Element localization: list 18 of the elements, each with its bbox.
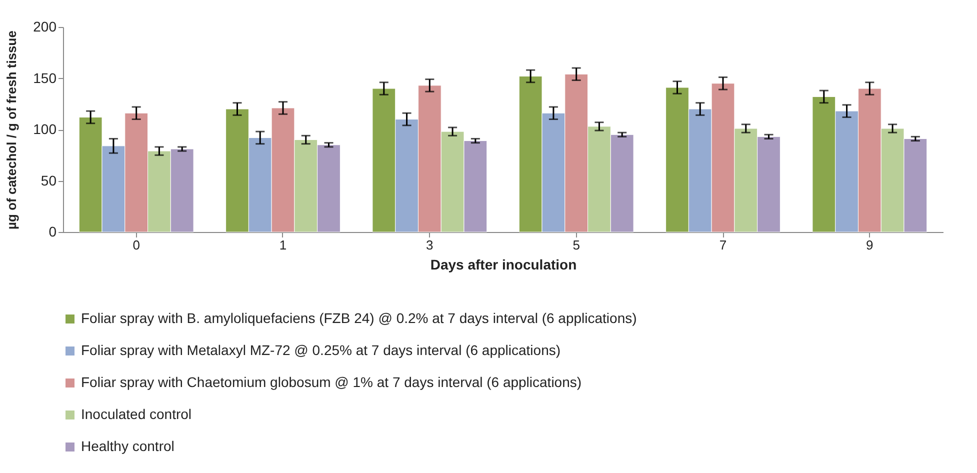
legend-label: Foliar spray with B. amyloliquefaciens (FZB 24) @ 0.2% at 7 days interval (6 applications): [81, 310, 637, 326]
legend-label: Healthy control: [81, 438, 174, 454]
x-tick-label: 5: [572, 238, 580, 252]
y-tick-label: 100: [33, 121, 57, 137]
y-tick-label: 50: [40, 172, 57, 188]
x-tick-label: 1: [279, 238, 287, 252]
x-tick-label: 3: [426, 238, 434, 252]
y-axis-title: µg of catechol / g of fresh tissue: [4, 30, 20, 230]
legend-label: Inoculated control: [81, 406, 192, 422]
x-tick-label: 0: [132, 238, 140, 252]
y-tick-label: 0: [48, 224, 57, 240]
x-tick-label: 7: [719, 238, 727, 252]
legend-label: Foliar spray with Metalaxyl MZ-72 @ 0.25% at 7 days interval (6 applications): [81, 342, 561, 358]
legend-label: Foliar spray with Chaetomium globosum @ 1% at 7 days interval (6 applications): [81, 374, 582, 390]
y-tick-label: 200: [33, 18, 57, 34]
x-axis-title: Days after inoculation: [430, 256, 577, 272]
y-tick-label: 150: [33, 70, 57, 86]
x-tick-label: 9: [866, 238, 874, 252]
